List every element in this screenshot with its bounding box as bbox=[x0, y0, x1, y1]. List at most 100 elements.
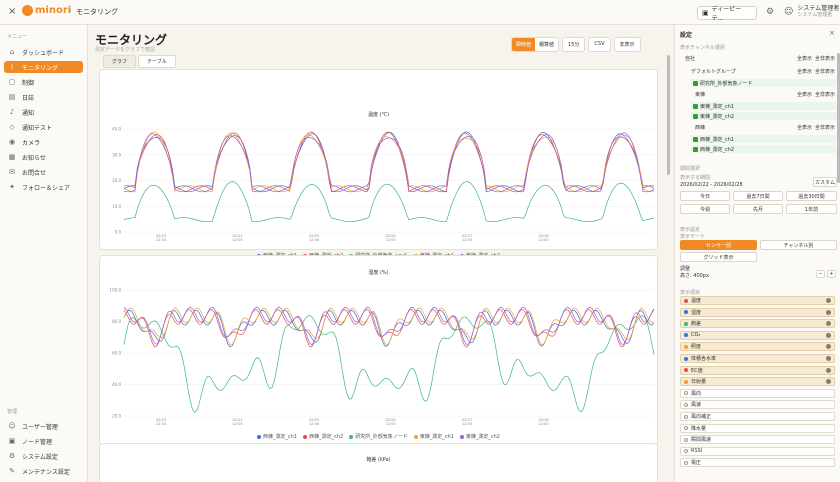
height-decrease-button[interactable]: − bbox=[816, 270, 825, 278]
display-item-row[interactable]: 照度 bbox=[680, 342, 835, 352]
period-year-button[interactable]: 1年前 bbox=[786, 204, 837, 214]
hide-all-link[interactable]: 全非表示 bbox=[815, 69, 836, 75]
display-item-row[interactable]: CO₂ bbox=[680, 330, 835, 340]
tree-group[interactable]: デフォルトグループ bbox=[691, 69, 736, 75]
channel-row-east2[interactable]: 東棟_測定_ch2 bbox=[691, 112, 837, 120]
interval-select[interactable]: 15分 bbox=[562, 37, 586, 52]
show-all-link[interactable]: 全表示 bbox=[797, 125, 813, 131]
toggle-knob[interactable] bbox=[826, 321, 831, 327]
tab-table[interactable]: テーブル bbox=[138, 55, 176, 68]
sidebar-item-camera[interactable]: ◉ カメラ bbox=[4, 136, 83, 148]
tree-east[interactable]: 東棟 bbox=[695, 92, 706, 98]
toggle-knob[interactable] bbox=[826, 356, 831, 361]
hide-all-link[interactable]: 全非表示 bbox=[815, 125, 836, 131]
show-all-link[interactable]: 全表示 bbox=[797, 56, 813, 62]
sidebar-item-share[interactable]: ✦ フォロー＆シェア bbox=[4, 181, 83, 193]
gear-icon[interactable]: ⚙ bbox=[766, 7, 775, 17]
legend-item[interactable]: 研究所_外部気象ノード bbox=[349, 433, 408, 440]
close-icon[interactable]: × bbox=[8, 6, 17, 17]
channel-row-east1[interactable]: 東棟_測定_ch1 bbox=[691, 102, 837, 110]
sidebar-item-contact[interactable]: ✉ お問合せ bbox=[4, 166, 83, 178]
sidebar-item-news[interactable]: ▦ お知らせ bbox=[4, 151, 83, 163]
show-all-link[interactable]: 全表示 bbox=[797, 69, 813, 75]
sidebar-item-label: 日誌 bbox=[22, 94, 35, 102]
toggle-knob[interactable] bbox=[826, 379, 831, 385]
test-icon: ◇ bbox=[9, 123, 15, 131]
period-week-button[interactable]: 今週 bbox=[680, 204, 730, 214]
toggle-knob[interactable] bbox=[826, 367, 831, 373]
display-item-row[interactable]: 風向 bbox=[680, 388, 835, 398]
main-scrollbar[interactable] bbox=[667, 55, 670, 175]
facility-select[interactable]: ▣ ディーピーテ... bbox=[697, 6, 757, 22]
sidebar-item-control[interactable]: ▢ 制御 bbox=[4, 76, 83, 88]
y-tick-label: 20.0 bbox=[112, 414, 121, 419]
item-color-dot bbox=[684, 449, 688, 454]
mode-cumulative-button[interactable]: 積算値 bbox=[539, 42, 555, 48]
mode-instant-button[interactable]: 瞬時値 bbox=[512, 38, 536, 51]
sidebar-item-label: 制御 bbox=[22, 79, 35, 87]
mode-grid-button[interactable]: グリッド表示 bbox=[680, 252, 757, 262]
sidebar-item-monitoring[interactable]: ⌇ モニタリング bbox=[4, 61, 83, 73]
show-all-link[interactable]: 全表示 bbox=[797, 92, 813, 98]
user-name: システム管理者 bbox=[797, 5, 840, 12]
display-item-row[interactable]: 湿度 bbox=[680, 307, 835, 317]
sidebar-item-label: フォロー＆シェア bbox=[22, 184, 71, 192]
facility-label: ディーピーテ... bbox=[711, 6, 742, 22]
sidebar-item-nodes[interactable]: ▣ ノード管理 bbox=[4, 435, 83, 447]
sidebar-item-label: カメラ bbox=[22, 139, 41, 147]
sidebar-item-notify-test[interactable]: ◇ 通知テスト bbox=[4, 121, 83, 133]
display-mode-label: 表示モード bbox=[680, 234, 706, 240]
user-menu[interactable]: ☺ システム管理者 システム管理者 bbox=[784, 5, 839, 18]
display-item-row[interactable]: 風向補正 bbox=[680, 412, 835, 421]
chart-legend: 西棟_測定_ch1 西棟_測定_ch2 研究所_外部気象ノード 東棟_測定_ch1 東棟… bbox=[100, 433, 657, 440]
close-icon[interactable]: × bbox=[829, 29, 835, 37]
sidebar-item-dashboard[interactable]: ⌂ ダッシュボード bbox=[4, 46, 83, 58]
period-7days-button[interactable]: 過去7日間 bbox=[733, 191, 783, 201]
display-item-row[interactable]: 降水量 bbox=[680, 423, 835, 433]
toggle-knob[interactable] bbox=[826, 298, 831, 303]
sidebar-item-journal[interactable]: ▤ 日誌 bbox=[4, 91, 83, 103]
display-item-row[interactable]: 体積含水率 bbox=[680, 354, 835, 363]
toggle-knob[interactable] bbox=[826, 344, 831, 350]
item-label: 風向補正 bbox=[691, 414, 712, 420]
tree-root[interactable]: 自社 bbox=[685, 56, 696, 62]
display-item-row[interactable]: 温度 bbox=[680, 296, 835, 305]
mode-channel-button[interactable]: チャンネル別 bbox=[760, 240, 837, 250]
legend-item[interactable]: 東棟_測定_ch2 bbox=[459, 433, 500, 440]
toggle-knob[interactable] bbox=[826, 309, 831, 315]
hide-button[interactable]: 非表示 bbox=[613, 37, 641, 52]
sidebar-item-maintenance[interactable]: ✎ メンテナンス設定 bbox=[4, 465, 83, 477]
y-tick-label: 60.0 bbox=[112, 351, 121, 356]
mode-sensor-button[interactable]: センサー別 bbox=[680, 240, 757, 250]
height-increase-button[interactable]: + bbox=[827, 270, 836, 278]
custom-period-button[interactable]: カスタム bbox=[813, 177, 837, 187]
display-item-row[interactable]: 日射量 bbox=[680, 377, 835, 387]
display-item-row[interactable]: EC値 bbox=[680, 365, 835, 375]
channel-row-ext[interactable]: 研究所_外部気象ノード bbox=[691, 79, 837, 87]
settings-scrollbar[interactable] bbox=[837, 53, 840, 183]
app-logo[interactable]: minori bbox=[22, 5, 71, 16]
toggle-knob[interactable] bbox=[826, 332, 831, 338]
display-item-row[interactable]: 風速 bbox=[680, 400, 835, 410]
hide-all-link[interactable]: 全非表示 bbox=[815, 92, 836, 98]
legend-item[interactable]: 西棟_測定_ch2 bbox=[303, 433, 343, 440]
sidebar-item-users[interactable]: ☺ ユーザー管理 bbox=[4, 420, 83, 432]
period-today-button[interactable]: 今日 bbox=[680, 191, 730, 201]
display-item-row[interactable]: 飽差 bbox=[680, 319, 835, 329]
sidebar-item-label: ユーザー管理 bbox=[22, 423, 58, 431]
period-lastmonth-button[interactable]: 先月 bbox=[733, 204, 783, 214]
display-item-row[interactable]: 瞬間風速 bbox=[680, 435, 835, 445]
csv-button[interactable]: CSV bbox=[588, 37, 611, 52]
period-30days-button[interactable]: 過去30日間 bbox=[786, 191, 837, 201]
channel-row-west1[interactable]: 西棟_測定_ch1 bbox=[691, 135, 837, 143]
legend-item[interactable]: 東棟_測定_ch1 bbox=[413, 433, 454, 440]
display-item-row[interactable]: RSSI bbox=[680, 446, 835, 456]
hide-all-link[interactable]: 全非表示 bbox=[815, 56, 836, 62]
tree-west[interactable]: 西棟 bbox=[695, 125, 706, 131]
channel-row-west2[interactable]: 西棟_測定_ch2 bbox=[691, 145, 837, 153]
legend-item[interactable]: 西棟_測定_ch1 bbox=[257, 433, 297, 440]
tab-graph[interactable]: グラフ bbox=[103, 55, 137, 68]
display-item-row[interactable]: 電圧 bbox=[680, 458, 835, 468]
sidebar-item-system[interactable]: ⚙ システム設定 bbox=[4, 450, 83, 462]
sidebar-item-notify[interactable]: ♪ 通知 bbox=[4, 106, 83, 118]
